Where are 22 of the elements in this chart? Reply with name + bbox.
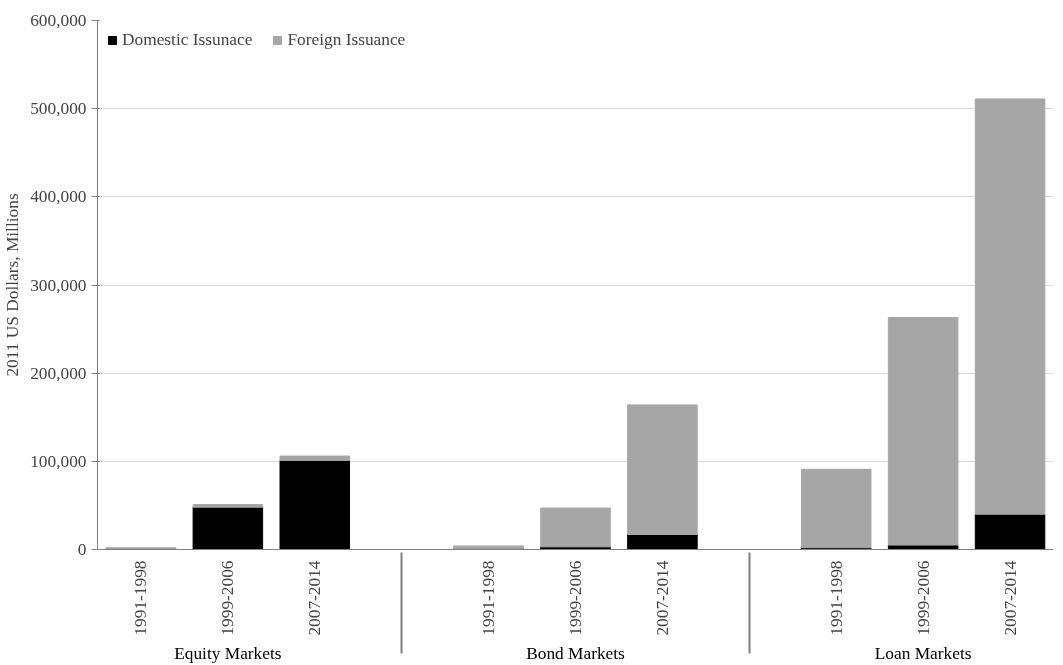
- x-tick-label: 1991-1998: [826, 560, 846, 636]
- y-tick-label: 500,000: [30, 99, 87, 119]
- x-tick-label: 2007-2014: [652, 560, 672, 636]
- x-tick-label: 2007-2014: [1000, 560, 1020, 636]
- x-tick-label: 2007-2014: [305, 560, 325, 636]
- x-tick-label: 1999-2006: [218, 560, 238, 636]
- y-tick-label: 0: [77, 540, 87, 559]
- text: Loan Markets: [874, 643, 972, 663]
- y-axis-title: 2011 US Dollars, Millions: [3, 193, 23, 377]
- text: Equity Markets: [174, 643, 282, 663]
- text: Bond Markets: [526, 643, 626, 663]
- y-tick-label: 300,000: [30, 275, 87, 295]
- y-tick-label: 100,000: [30, 451, 87, 471]
- y-tick-label: 600,000: [30, 11, 87, 30]
- x-tick-label: 1991-1998: [479, 560, 499, 636]
- x-tick-label: 1999-2006: [913, 560, 933, 636]
- legend-label: Foreign Issuance: [287, 30, 406, 50]
- legend-label: Domestic Issunace: [122, 30, 253, 50]
- y-tick-label: 200,000: [30, 363, 87, 383]
- x-tick-label: 1999-2006: [566, 560, 585, 636]
- y-tick-label: 400,000: [30, 187, 87, 207]
- x-tick-label: 1991-1998: [131, 560, 151, 636]
